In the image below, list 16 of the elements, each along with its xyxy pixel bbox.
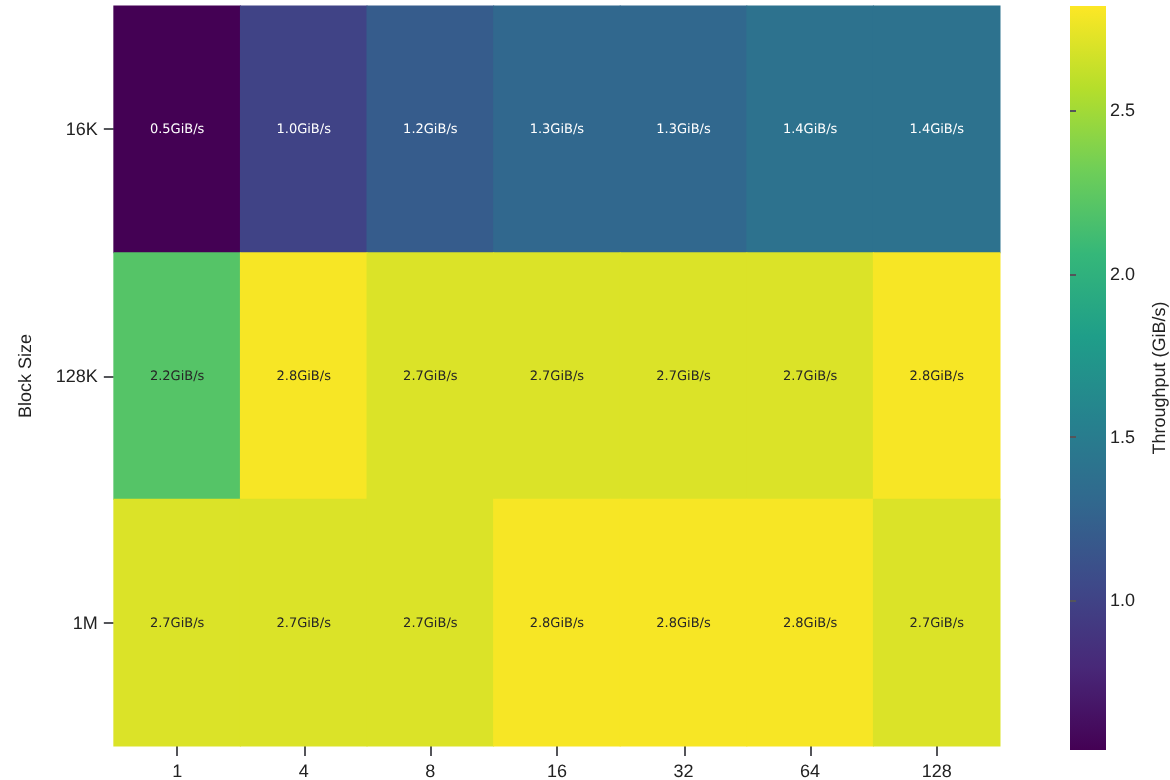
- color-bar-title: Throughput (GiB/s): [1149, 301, 1169, 455]
- color-bar-label: 2.5: [1110, 100, 1136, 121]
- x-tick-label: 128: [921, 761, 952, 780]
- x-tick-label: 16: [546, 761, 567, 780]
- y-tick-label: 1M: [72, 612, 98, 633]
- y-tick-label: 16K: [65, 119, 98, 140]
- color-bar-label: 1.5: [1110, 426, 1136, 447]
- y-tick-label: 128K: [55, 366, 98, 386]
- y-axis-title: Block Size: [15, 333, 35, 419]
- x-tick-label: 8: [425, 761, 436, 780]
- color-bar-label: 2.0: [1110, 263, 1136, 284]
- color-bar-label: 1.0: [1110, 589, 1136, 610]
- x-tick-label: 1: [172, 761, 183, 780]
- x-tick-label: 4: [298, 761, 309, 780]
- x-tick-label: 64: [800, 761, 821, 780]
- x-tick-label: 32: [673, 761, 694, 780]
